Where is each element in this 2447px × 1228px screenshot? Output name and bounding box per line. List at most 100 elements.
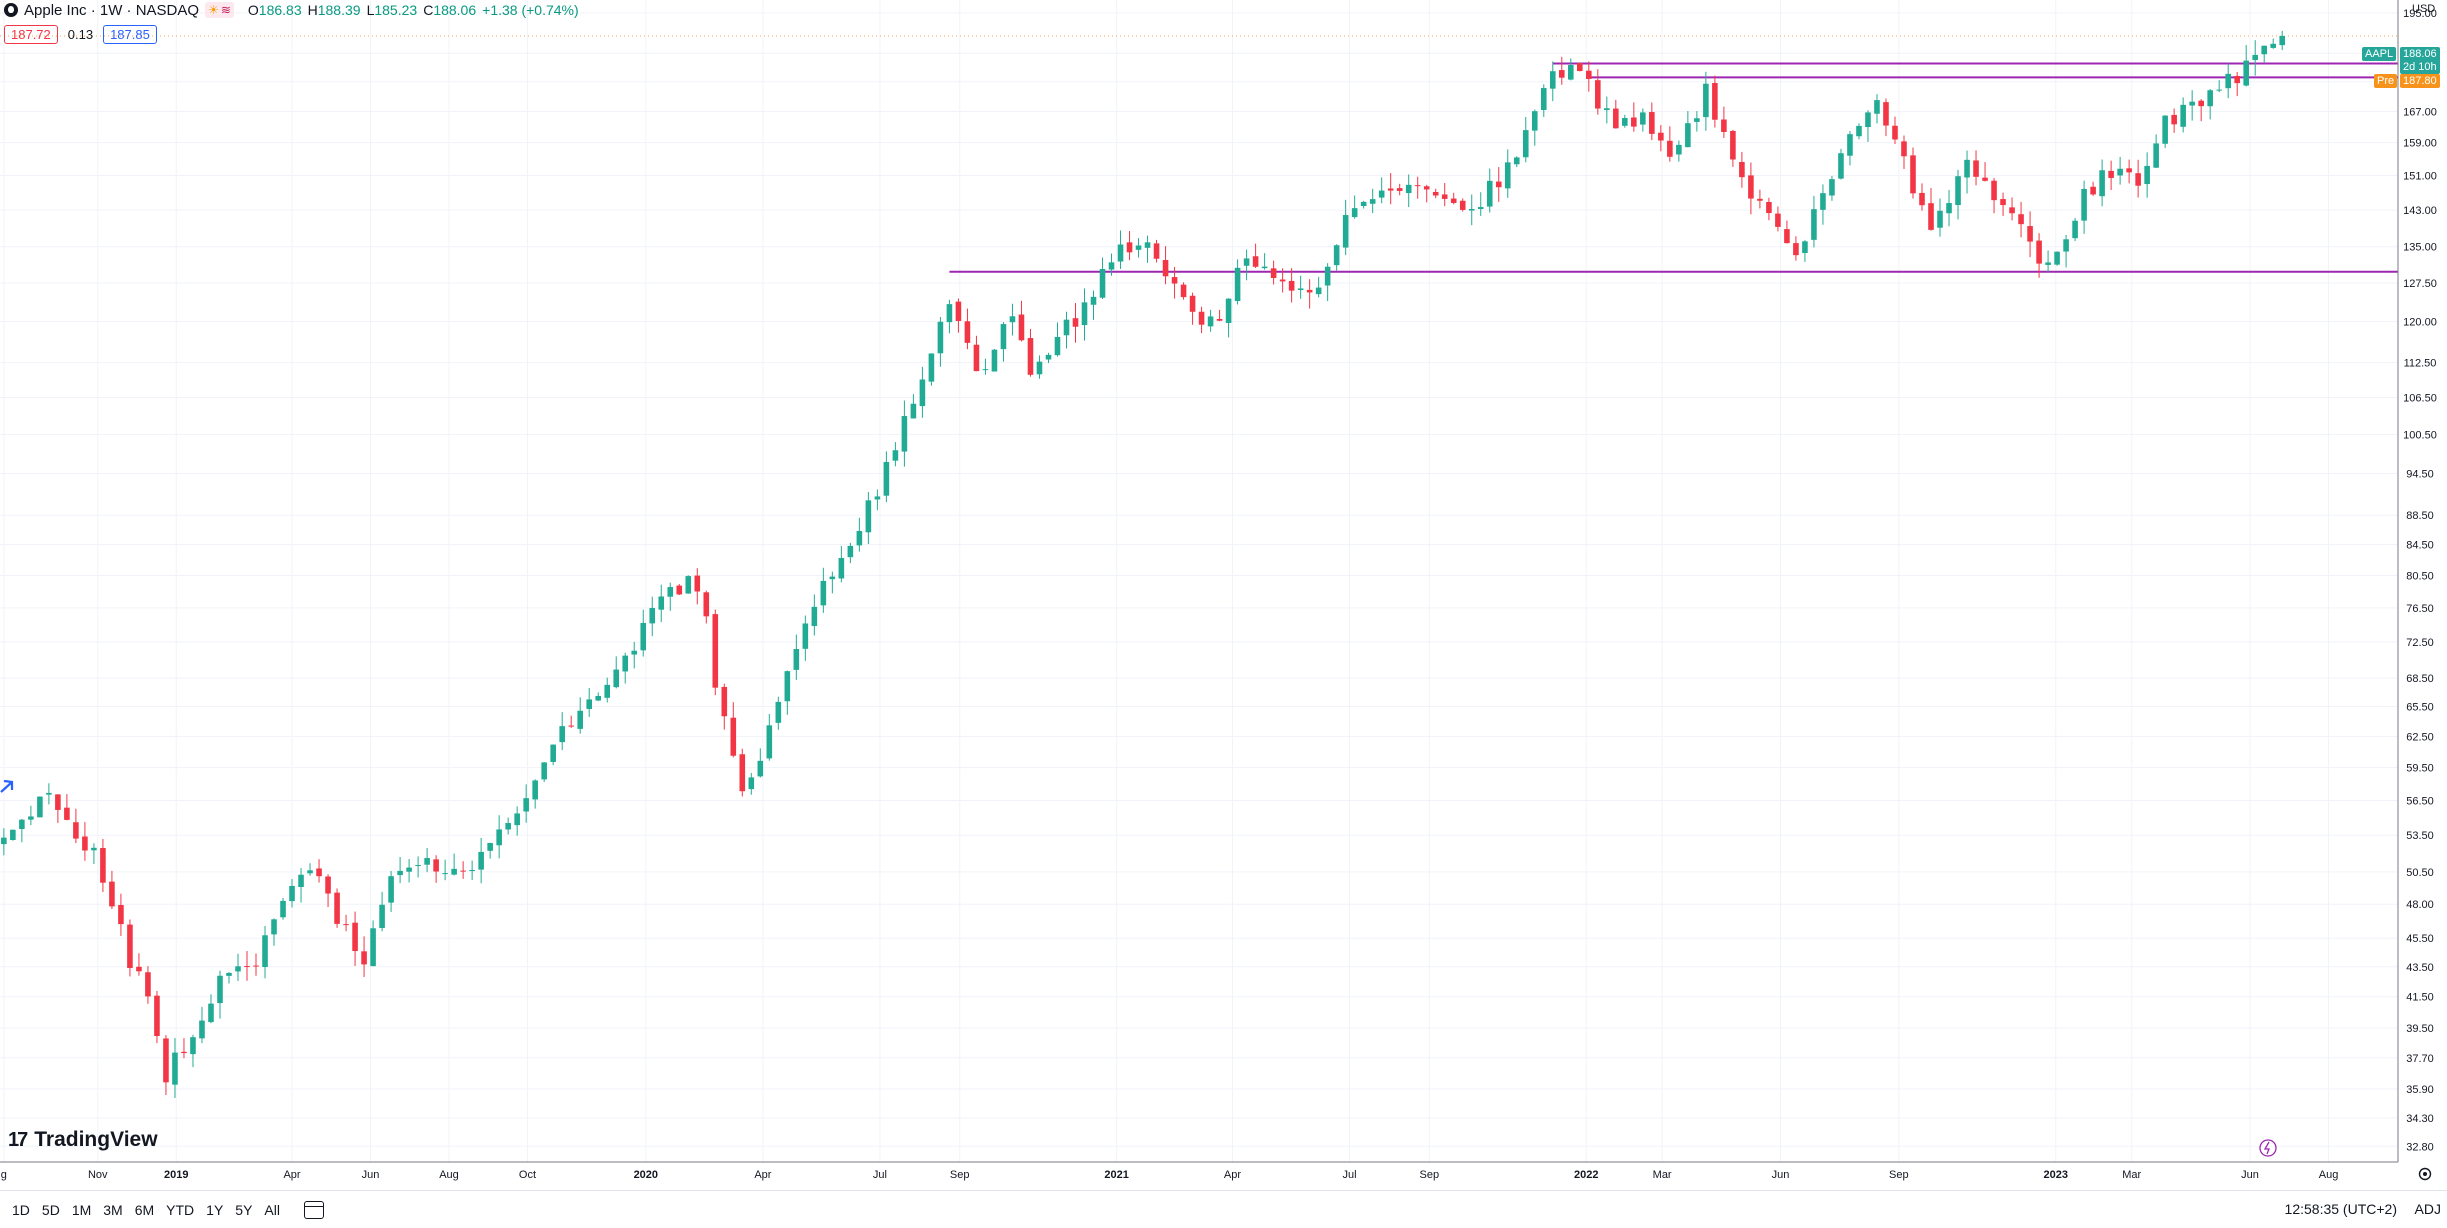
candle-body bbox=[667, 587, 674, 597]
pre-market-label: Pre bbox=[2374, 74, 2398, 88]
candle-body bbox=[829, 576, 836, 580]
candle-body bbox=[1243, 258, 1250, 266]
candle-body bbox=[1919, 192, 1925, 206]
candle-body bbox=[892, 450, 899, 461]
candle-body bbox=[2216, 89, 2222, 91]
candle-body bbox=[856, 530, 863, 546]
bid-ask: 187.72 0.13 187.85 bbox=[4, 25, 157, 44]
clock-display[interactable]: 12:58:35 (UTC+2) bbox=[2284, 1201, 2397, 1217]
range-1y[interactable]: 1Y bbox=[206, 1201, 224, 1218]
candle-body bbox=[2054, 251, 2060, 265]
candle-body bbox=[1694, 118, 1700, 122]
range-ytd[interactable]: YTD bbox=[166, 1201, 195, 1218]
candle-body bbox=[2279, 35, 2286, 46]
price-tick-label: 112.50 bbox=[2404, 358, 2437, 370]
candle-body bbox=[1802, 241, 1808, 253]
candle-body bbox=[1036, 361, 1043, 375]
candle-body bbox=[172, 1052, 178, 1085]
candle-body bbox=[775, 701, 782, 723]
ask-price[interactable]: 187.85 bbox=[103, 25, 157, 44]
candle-body bbox=[541, 762, 547, 780]
candle-body bbox=[316, 868, 322, 877]
candle-body bbox=[1757, 198, 1763, 201]
price-chart[interactable]: 195.00183.00175.00167.00159.00151.00143.… bbox=[0, 0, 2447, 1190]
change-value: +1.38 (+0.74%) bbox=[482, 2, 579, 18]
candle-body bbox=[2063, 239, 2069, 252]
time-tick-label: Sep bbox=[1889, 1169, 1909, 1181]
candle-body bbox=[1018, 314, 1025, 341]
candle-body bbox=[1342, 215, 1349, 248]
candle-body bbox=[865, 500, 872, 533]
candle-body bbox=[928, 353, 935, 382]
candle-body bbox=[1649, 112, 1655, 134]
lightning-icon[interactable] bbox=[2259, 1139, 2277, 1157]
adj-toggle[interactable]: ADJ bbox=[2414, 1201, 2441, 1217]
candle-body bbox=[19, 819, 25, 830]
candle-body bbox=[1739, 161, 1745, 178]
candle-body bbox=[2099, 170, 2105, 197]
candle-body bbox=[514, 813, 520, 826]
price-tick-label: 167.00 bbox=[2403, 106, 2437, 118]
time-tick-label: g bbox=[1, 1169, 7, 1181]
settings-gear-icon[interactable] bbox=[2418, 1167, 2432, 1181]
candle-body bbox=[1685, 123, 1691, 148]
low-value: 185.23 bbox=[374, 2, 418, 18]
candle-body bbox=[1423, 186, 1430, 190]
range-1m[interactable]: 1M bbox=[71, 1201, 92, 1218]
candle-body bbox=[1874, 100, 1880, 114]
candle-body bbox=[388, 876, 394, 903]
calendar-icon[interactable] bbox=[303, 1200, 324, 1219]
range-all[interactable]: All bbox=[264, 1201, 280, 1218]
candle-body bbox=[1721, 119, 1727, 133]
range-1d[interactable]: 1D bbox=[12, 1201, 30, 1218]
price-tick-label: 48.00 bbox=[2406, 899, 2434, 911]
candle-body bbox=[2162, 115, 2168, 144]
range-6m[interactable]: 6M bbox=[134, 1201, 155, 1218]
tradingview-logo[interactable]: 17 TradingView bbox=[8, 1128, 158, 1152]
horizontal-lines[interactable] bbox=[0, 35, 2398, 273]
candle-body bbox=[946, 304, 953, 323]
candle-body bbox=[649, 607, 656, 624]
candle-body bbox=[1820, 193, 1826, 210]
time-tick-label: Apr bbox=[1224, 1169, 1241, 1181]
trend-arrow-icon bbox=[0, 779, 14, 793]
candle-body bbox=[874, 496, 881, 500]
price-tick-label: 65.50 bbox=[2406, 702, 2434, 714]
candle-body bbox=[982, 369, 989, 371]
bid-price[interactable]: 187.72 bbox=[4, 25, 58, 44]
candle-body bbox=[1595, 80, 1601, 109]
candle-body bbox=[226, 972, 232, 976]
candle-body bbox=[2036, 240, 2042, 264]
candle-body bbox=[424, 858, 430, 865]
candle-body bbox=[964, 321, 971, 343]
price-tick-label: 159.00 bbox=[2403, 138, 2437, 150]
candle-body bbox=[2135, 173, 2141, 186]
candle-body bbox=[469, 870, 475, 872]
close-value: 188.06 bbox=[433, 2, 477, 18]
candle-body bbox=[136, 966, 142, 972]
candle-body bbox=[739, 754, 746, 792]
exchange-badge[interactable]: ☀ ≋ bbox=[205, 2, 234, 18]
range-5d[interactable]: 5D bbox=[41, 1201, 60, 1218]
candle-body bbox=[244, 966, 250, 968]
candle-body bbox=[550, 744, 556, 762]
price-tick-label: 53.50 bbox=[2406, 830, 2434, 842]
currency-label[interactable]: USD bbox=[2412, 3, 2436, 15]
candle-body bbox=[658, 596, 665, 610]
candle-body bbox=[1883, 102, 1889, 126]
candle-body bbox=[1171, 277, 1178, 284]
symbol-title[interactable]: Apple Inc · 1W · NASDAQ bbox=[24, 1, 200, 19]
candle-body bbox=[640, 622, 647, 651]
candle-body bbox=[1640, 112, 1646, 125]
price-tick-label: 39.50 bbox=[2406, 1023, 2434, 1035]
range-3m[interactable]: 3M bbox=[103, 1201, 123, 1218]
candle-body bbox=[2198, 100, 2204, 107]
candle-body bbox=[2207, 90, 2213, 107]
candle-body bbox=[1441, 194, 1448, 199]
range-5y[interactable]: 5Y bbox=[235, 1201, 253, 1218]
candle-body bbox=[397, 870, 403, 876]
high-value: 188.39 bbox=[317, 2, 361, 18]
candle-body bbox=[1108, 262, 1115, 270]
candle-body bbox=[910, 403, 917, 419]
price-tick-label: 43.50 bbox=[2406, 962, 2434, 974]
